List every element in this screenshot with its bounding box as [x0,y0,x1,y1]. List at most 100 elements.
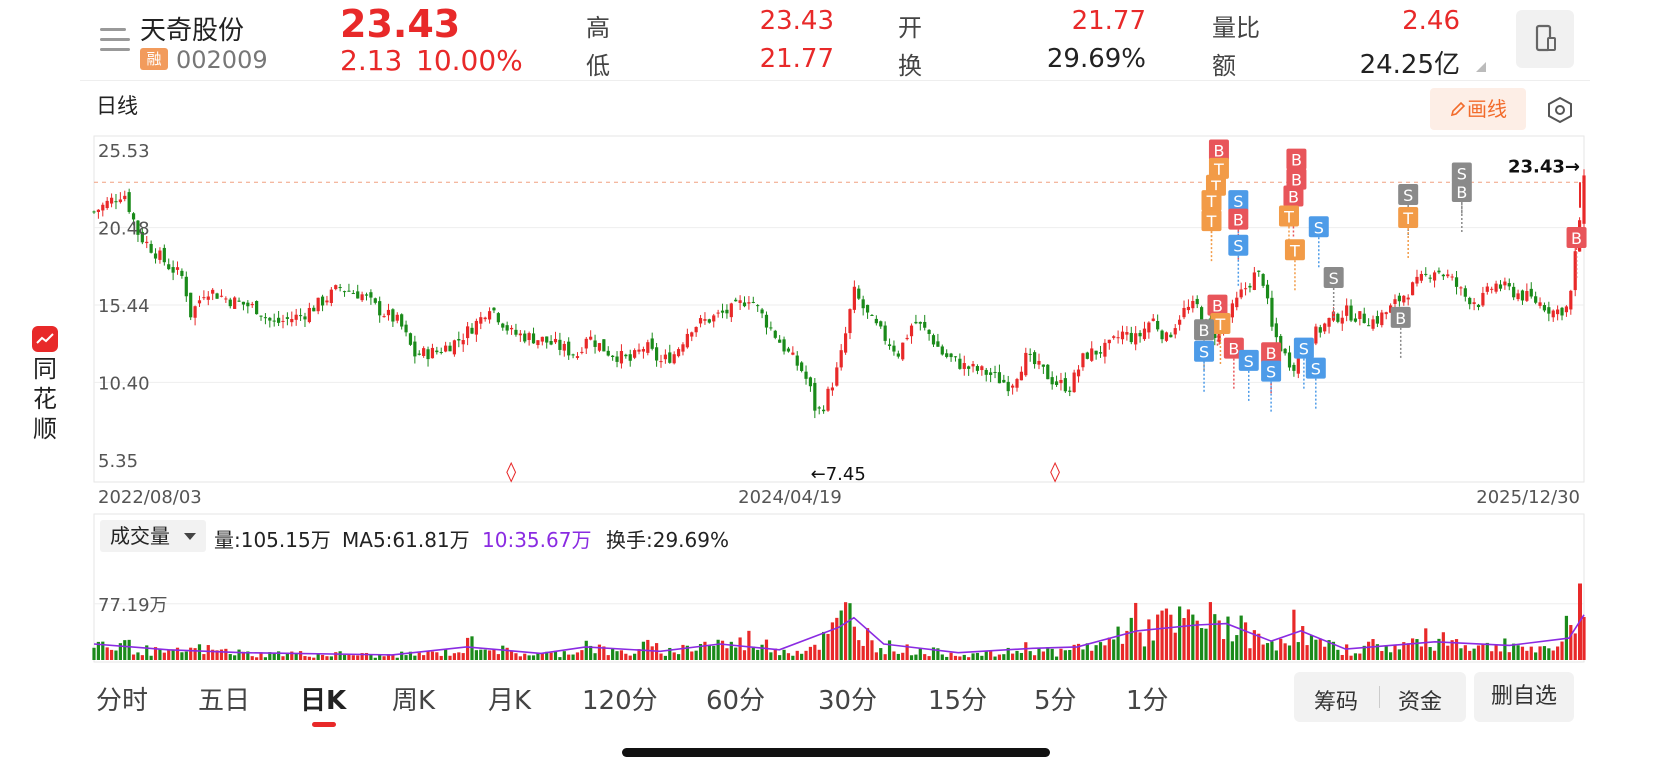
volume-bar [1516,645,1520,660]
draw-line-button[interactable]: 画线 [1430,88,1526,130]
signal-badge: T [1284,239,1305,291]
candle-body [716,312,720,314]
signal-text: S [1311,360,1321,379]
candle-body [1371,319,1375,329]
volume-bar [413,655,417,660]
volume-bar [1296,642,1300,660]
tab-daily-k[interactable]: 日K [300,686,347,716]
tab-120min[interactable]: 120分 [582,686,658,716]
volume-bar [835,617,839,660]
candle-body [518,333,522,336]
volume-bar [1094,645,1098,660]
signal-badge: S [1238,349,1259,401]
volume-bar [1050,648,1054,660]
volume-bar [1103,645,1107,660]
signal-text: S [1314,218,1324,237]
candle-body [619,351,624,364]
candle-body [940,346,944,355]
volume-bar [171,649,175,660]
volume-bar [448,655,452,660]
candle-body [747,302,751,304]
tab-five-day[interactable]: 五日 [198,686,251,716]
tab-5min[interactable]: 5分 [1034,686,1077,716]
signal-text: S [1233,237,1243,256]
candle-body [685,333,689,348]
signal-text: S [1199,343,1209,362]
volume-bar [549,652,553,660]
candle-body [1472,302,1476,304]
tab-15min[interactable]: 15分 [928,686,988,716]
candle-body [272,320,276,322]
volume-bar [1512,643,1516,660]
signal-text: S [1457,165,1467,184]
candle-body [408,333,413,345]
candle-body [1270,297,1274,327]
volume-bar [901,652,905,660]
signal-box [1293,337,1314,359]
volume-bar [233,655,237,660]
candle-body [989,372,993,375]
candle-body [1028,353,1032,355]
candle-body [1142,328,1147,340]
tab-30min[interactable]: 30分 [818,686,878,716]
signal-text: B [1288,188,1299,207]
volume-bar [1116,626,1120,660]
candle-body [1476,304,1481,308]
candle-body [800,362,804,371]
settings-icon[interactable] [1540,92,1580,128]
candle-body [826,388,830,411]
volume-bar [123,640,127,660]
candle-body [1384,312,1388,315]
candle-body [96,209,100,212]
tab-intraday[interactable]: 分时 [96,686,149,716]
signal-box [1283,185,1304,207]
tab-1min[interactable]: 1分 [1126,686,1169,716]
volume-bar [659,653,663,660]
tab-60min[interactable]: 60分 [706,686,766,716]
signal-badge: B [1451,180,1472,232]
volume-bar [1248,648,1252,660]
volume-bar [1200,628,1204,660]
candle-body [241,301,246,305]
candle-body [171,267,175,273]
volume-bar [1151,640,1155,660]
button-divider [1379,686,1380,708]
volume-bar [408,651,413,660]
volume-indicator-select[interactable]: 成交量 [100,520,206,552]
volume-bar [351,655,355,660]
tab-monthly-k[interactable]: 月K [488,686,532,716]
candle-body [1490,288,1494,290]
funds-button[interactable]: 资金 [1398,690,1443,715]
signal-badge: S [1194,340,1215,392]
candle-body [967,366,971,369]
volume-bar [149,655,153,660]
volume-bar [268,652,272,660]
volume-bar [109,649,114,660]
menu-icon[interactable] [96,22,136,62]
volume-bar [1178,606,1182,660]
volume-bar [1547,648,1551,660]
candle-body [1054,381,1059,385]
volume-bar [826,633,830,660]
candle-body [786,348,791,352]
volume-bar [202,654,206,660]
signal-box [1194,319,1215,341]
tab-weekly-k[interactable]: 周K [392,686,436,716]
chips-button[interactable]: 筹码 [1314,690,1359,715]
candle-body [575,356,580,358]
volume-bar [1463,645,1467,660]
remove-watchlist-button[interactable]: 删自选 [1474,672,1574,722]
volume-bar [927,656,931,660]
volume-bar [694,650,698,660]
device-icon[interactable] [1516,10,1574,68]
volume-bar [874,652,878,660]
candle-body [729,303,733,318]
candle-body [1450,276,1454,278]
candle-body [206,296,210,300]
candle-body [1542,305,1547,311]
candle-body [725,309,729,314]
volume-bar [435,652,439,660]
volume-bar [698,643,703,660]
volume-bar [769,652,773,660]
